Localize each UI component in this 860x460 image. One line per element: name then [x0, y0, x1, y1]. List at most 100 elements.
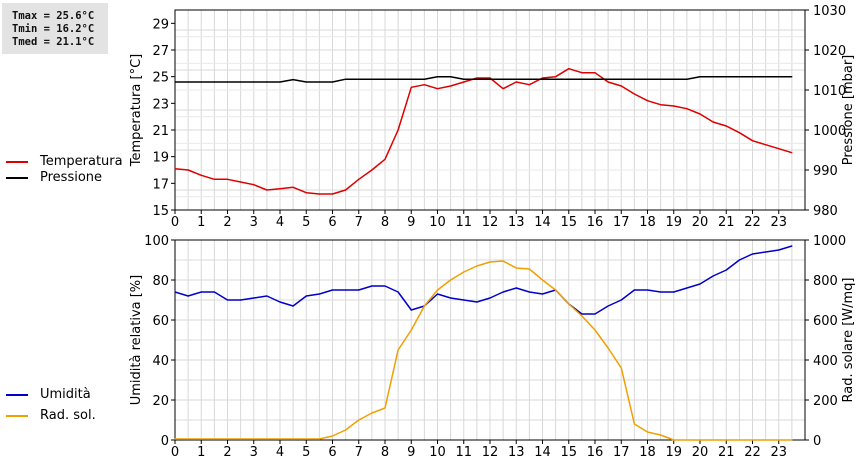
bottom-x-tick-label: 23	[770, 445, 787, 460]
series-line-pressione	[175, 76, 792, 83]
series-point-rad-sol	[699, 439, 701, 441]
series-point-temperatura	[436, 88, 439, 90]
series-point-rad-sol	[712, 439, 714, 441]
series-point-rad-sol	[673, 439, 675, 441]
bottom-x-tick-label: 21	[718, 445, 735, 460]
series-point-pressione	[765, 76, 767, 78]
bottom-x-tick-label: 10	[429, 445, 446, 460]
legend-label-humidity: Umidità	[40, 387, 91, 402]
series-point-pressione	[633, 78, 635, 80]
series-point-temperatura	[345, 189, 347, 191]
series-point-temperatura	[515, 81, 517, 83]
series-point-temperatura	[305, 192, 307, 194]
series-point-pressione	[594, 78, 596, 80]
series-point-temperatura	[253, 184, 255, 186]
series-point-umidit	[463, 299, 465, 301]
bottom-x-tick-label: 16	[587, 445, 604, 460]
series-point-temperatura	[607, 81, 609, 83]
series-point-rad-sol	[633, 423, 635, 425]
series-point-umidit	[384, 285, 386, 287]
legend-swatch-solar	[6, 414, 28, 417]
bottom-x-tick-label: 15	[560, 445, 577, 460]
series-point-umidit	[646, 289, 649, 291]
series-point-umidit	[436, 293, 439, 295]
series-point-rad-sol	[331, 435, 334, 437]
bottom-x-tick-label: 5	[302, 445, 310, 460]
series-point-pressione	[738, 76, 740, 78]
bottom-y-right-label: Rad. solare [W/mq]	[841, 277, 856, 402]
series-point-pressione	[213, 81, 215, 83]
bottom-x-tick-label: 11	[455, 445, 472, 460]
bottom-x-tick-label: 8	[381, 445, 389, 460]
series-point-temperatura	[226, 178, 229, 180]
series-point-rad-sol	[397, 349, 399, 351]
series-point-umidit	[240, 299, 242, 301]
series-point-umidit	[358, 289, 360, 291]
series-point-temperatura	[541, 77, 544, 79]
stat-tmin: Tmin = 16.2°C	[12, 23, 95, 35]
series-point-pressione	[555, 78, 557, 80]
series-point-rad-sol	[555, 289, 557, 291]
series-point-pressione	[607, 78, 609, 80]
series-point-temperatura	[791, 152, 793, 154]
series-point-pressione	[187, 81, 189, 83]
top-x-tick-label: 5	[302, 215, 310, 230]
bottom-y-right-tick-label: 1000	[813, 234, 846, 249]
series-point-umidit	[712, 275, 714, 277]
bottom-y-left-tick-label: 20	[152, 394, 169, 409]
bottom-x-tick-label: 6	[328, 445, 336, 460]
top-y-left-tick-label: 19	[152, 151, 169, 166]
top-y-left-tick-label: 21	[152, 124, 169, 139]
series-point-temperatura	[463, 81, 465, 83]
series-point-rad-sol	[240, 438, 242, 440]
series-point-rad-sol	[620, 367, 622, 369]
bottom-y-right-tick-label: 0	[813, 434, 821, 449]
top-x-tick-label: 4	[276, 215, 284, 230]
series-point-rad-sol	[174, 438, 176, 440]
series-point-pressione	[660, 78, 662, 80]
bottom-x-tick-label: 13	[508, 445, 525, 460]
bottom-x-tick-label: 17	[613, 445, 630, 460]
series-point-umidit	[450, 297, 452, 299]
top-chart-panel: 0 1 2 3 4 5 6 7 8 9 10 11 12 13 14 15 16 17 18 19 20 21 22 2315…	[129, 4, 856, 230]
top-x-tick-label: 2	[223, 215, 231, 230]
series-point-rad-sol	[450, 279, 452, 281]
top-x-tick-label: 0	[171, 215, 179, 230]
series-point-umidit	[738, 259, 740, 261]
legend-item-temperature: Temperatura	[6, 154, 123, 170]
series-point-umidit	[660, 291, 662, 293]
series-point-temperatura	[410, 86, 412, 88]
top-x-tick-label: 10	[429, 215, 446, 230]
legend-swatch-pressure	[6, 176, 28, 179]
top-y-right-label: Pressione [mbar]	[841, 55, 856, 166]
series-point-umidit	[502, 291, 504, 293]
series-point-temperatura	[358, 178, 360, 180]
legend-label-pressure: Pressione	[40, 170, 103, 185]
series-point-pressione	[371, 78, 373, 80]
series-point-umidit	[581, 313, 583, 315]
series-point-rad-sol	[423, 305, 425, 307]
series-point-rad-sol	[253, 438, 255, 440]
series-point-umidit	[541, 293, 544, 295]
series-point-pressione	[489, 78, 491, 80]
series-point-pressione	[541, 78, 544, 80]
series-point-rad-sol	[502, 260, 504, 262]
series-point-rad-sol	[568, 303, 570, 305]
series-point-pressione	[620, 78, 622, 80]
series-point-umidit	[226, 299, 229, 301]
bottom-y-right-tick-label: 400	[813, 354, 838, 369]
series-point-umidit	[673, 291, 675, 293]
series-point-rad-sol	[318, 438, 320, 440]
series-point-temperatura	[266, 189, 268, 191]
bottom-x-tick-label: 3	[250, 445, 258, 460]
series-point-rad-sol	[646, 431, 649, 433]
series-point-umidit	[791, 245, 793, 247]
series-point-pressione	[292, 79, 294, 81]
series-point-umidit	[528, 291, 530, 293]
series-point-temperatura	[292, 186, 294, 188]
top-y-right-tick-label: 990	[813, 164, 838, 179]
series-point-rad-sol	[384, 407, 386, 409]
bottom-y-left-tick-label: 60	[152, 314, 169, 329]
bottom-y-right-tick-label: 200	[813, 394, 838, 409]
